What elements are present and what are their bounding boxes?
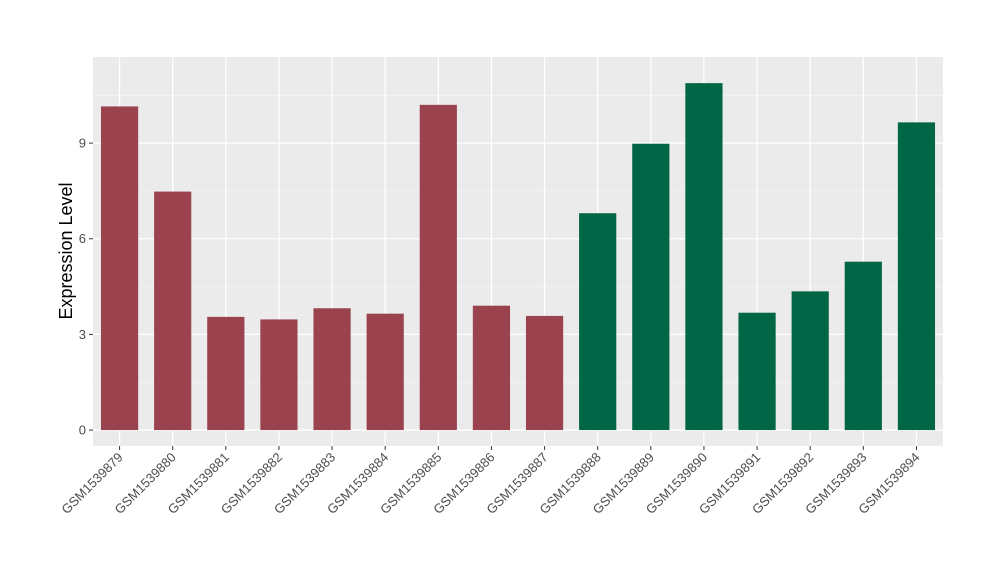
bar [260, 319, 298, 431]
y-tick-label: 0 [79, 423, 86, 438]
bar [207, 316, 245, 431]
y-tick-label: 9 [79, 136, 86, 151]
bar [579, 213, 617, 431]
y-axis: 0 3 6 9 [79, 136, 93, 438]
bar [100, 106, 139, 431]
bar [685, 83, 723, 431]
bar [897, 122, 936, 431]
y-tick-label: 6 [79, 231, 86, 246]
bar [419, 104, 457, 431]
bar [366, 313, 404, 431]
y-tick-label: 3 [79, 327, 86, 342]
bar [525, 315, 564, 431]
bar [632, 143, 670, 431]
bar [738, 312, 776, 431]
bar [791, 291, 829, 431]
x-axis: GSM1539879GSM1539880GSM1539881GSM1539882… [58, 446, 923, 517]
bar [154, 191, 192, 431]
y-axis-title: Expression Level [56, 182, 76, 319]
bar [313, 308, 351, 431]
bars [100, 83, 936, 431]
bar [844, 261, 882, 431]
bar [472, 305, 511, 431]
